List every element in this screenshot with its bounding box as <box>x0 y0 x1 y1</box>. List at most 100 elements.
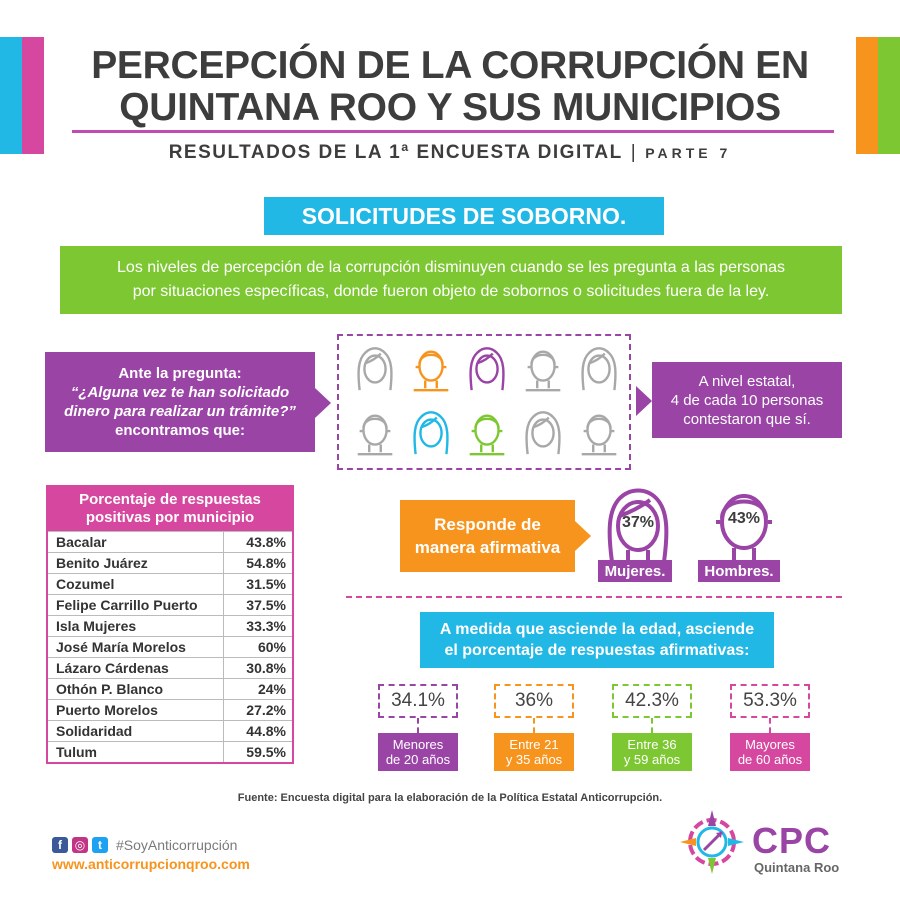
twitter-icon[interactable]: t <box>92 837 108 853</box>
municipality-name: Cozumel <box>48 574 224 594</box>
right-orange-bar <box>856 37 878 154</box>
intro-box: Los niveles de percepción de la corrupci… <box>60 246 842 314</box>
source-note: Fuente: Encuesta digital para la elabora… <box>237 792 663 804</box>
men-label: Hombres. <box>698 560 780 582</box>
man-icon <box>525 350 561 392</box>
hashtag: #SoyAnticorrupción <box>116 837 238 853</box>
table-header-line2: positivas por municipio <box>85 509 255 526</box>
subtitle-separator: | <box>630 142 638 163</box>
left-cyan-bar <box>0 37 22 154</box>
section-title: SOLICITUDES DE SOBORNO. <box>264 197 664 235</box>
age-group-label: Menores de 20 años <box>378 733 458 771</box>
woman-icon <box>581 347 617 391</box>
municipality-name: Solidaridad <box>48 721 224 741</box>
title-divider <box>72 130 834 133</box>
table-header: Porcentaje de respuestas positivas por m… <box>48 487 292 531</box>
facebook-icon[interactable]: f <box>52 837 68 853</box>
man-icon <box>581 414 617 456</box>
municipality-name: Isla Mujeres <box>48 616 224 636</box>
affirmative-label-box: Responde de manera afirmativa <box>400 500 575 572</box>
women-label: Mujeres. <box>598 560 672 582</box>
question-arrow-icon <box>315 388 331 418</box>
question-line1: Ante la pregunta: <box>118 365 242 382</box>
municipality-value: 33.3% <box>246 618 286 634</box>
people-grid <box>337 334 631 470</box>
municipality-value: 24% <box>257 681 286 697</box>
woman-icon <box>357 347 393 391</box>
left-magenta-bar <box>22 37 44 154</box>
question-line2: “¿Alguna vez te han solicitado <box>70 384 290 401</box>
age-group-label: Mayores de 60 años <box>730 733 810 771</box>
cpc-logo-subtitle: Quintana Roo <box>754 860 840 875</box>
municipality-name: Lázaro Cárdenas <box>48 658 224 678</box>
table-row: Puerto Morelos 27.2% <box>48 699 292 720</box>
age-percentage: 42.3% <box>612 684 692 718</box>
age-header-line2: el porcentaje de respuestas afirmativas: <box>444 642 750 659</box>
age-header-box: A medida que asciende la edad, asciende … <box>420 612 774 668</box>
state-line1: A nivel estatal, <box>698 372 796 390</box>
age-percentage: 36% <box>494 684 574 718</box>
age-connector <box>417 718 419 733</box>
age-connector <box>651 718 653 733</box>
age-label-line2: y 35 años <box>505 752 563 767</box>
cpc-logo-text: CPC <box>752 820 832 861</box>
municipality-value: 60% <box>257 639 286 655</box>
age-label-line1: Entre 21 <box>509 737 559 752</box>
website-link[interactable]: www.anticorrupcionqroo.com <box>52 856 250 872</box>
instagram-icon[interactable]: ◎ <box>72 837 88 853</box>
woman-icon <box>413 411 449 455</box>
municipality-name: Felipe Carrillo Puerto <box>48 595 224 615</box>
affirmative-line1: Responde de <box>434 515 541 534</box>
question-line3: dinero para realizar un trámite?” <box>64 403 296 420</box>
social-bar: f ◎ t #SoyAnticorrupción <box>52 837 237 853</box>
municipality-name: Puerto Morelos <box>48 700 224 720</box>
woman-icon <box>469 347 505 391</box>
right-green-bar <box>878 37 900 154</box>
municipality-value: 54.8% <box>246 555 286 571</box>
municipality-value: 30.8% <box>246 660 286 676</box>
municipality-value: 37.5% <box>246 597 286 613</box>
municipality-value: 27.2% <box>246 702 286 718</box>
affirmative-arrow-icon <box>575 521 591 551</box>
women-percentage: 37% <box>621 514 655 531</box>
age-connector <box>769 718 771 733</box>
table-row: Isla Mujeres 33.3% <box>48 615 292 636</box>
men-percentage: 43% <box>727 510 761 527</box>
municipality-value: 31.5% <box>246 576 286 592</box>
age-label-line1: Mayores <box>745 737 795 752</box>
intro-line2: por situaciones específicas, donde fuero… <box>132 283 770 300</box>
man-large-icon <box>714 494 774 566</box>
age-label-line2: de 60 años <box>737 752 803 767</box>
question-box: Ante la pregunta: “¿Alguna vez te han so… <box>45 352 315 452</box>
municipality-value: 59.5% <box>246 744 286 760</box>
table-row: Felipe Carrillo Puerto 37.5% <box>48 594 292 615</box>
table-row: Benito Juárez 54.8% <box>48 552 292 573</box>
age-connector <box>533 718 535 733</box>
table-row: Tulum 59.5% <box>48 741 292 762</box>
state-line3: contestaron que sí. <box>683 410 811 428</box>
age-label-line2: de 20 años <box>385 752 451 767</box>
municipal-table: Porcentaje de respuestas positivas por m… <box>46 485 294 764</box>
municipality-name: José María Morelos <box>48 637 224 657</box>
cpc-compass-logo-icon <box>680 810 744 874</box>
man-icon <box>357 414 393 456</box>
age-percentage: 53.3% <box>730 684 810 718</box>
municipality-value: 44.8% <box>246 723 286 739</box>
municipality-value: 43.8% <box>246 534 286 550</box>
intro-line1: Los niveles de percepción de la corrupci… <box>117 259 785 276</box>
state-line2: 4 de cada 10 personas <box>670 391 824 409</box>
woman-icon <box>525 411 561 455</box>
municipality-name: Bacalar <box>48 532 224 552</box>
page-title-line2: QUINTANA ROO Y SUS MUNICIPIOS <box>119 86 781 129</box>
man-icon <box>469 414 505 456</box>
age-percentage: 34.1% <box>378 684 458 718</box>
table-row: Othón P. Blanco 24% <box>48 678 292 699</box>
affirmative-line2: manera afirmativa <box>414 538 561 557</box>
section-divider <box>346 596 842 598</box>
table-row: José María Morelos 60% <box>48 636 292 657</box>
table-row: Cozumel 31.5% <box>48 573 292 594</box>
man-icon <box>413 350 449 392</box>
question-line4: encontramos que: <box>114 422 246 439</box>
age-label-line2: y 59 años <box>623 752 681 767</box>
page-subtitle: RESULTADOS DE LA 1ª ENCUESTA DIGITAL | PAR… <box>0 142 900 164</box>
